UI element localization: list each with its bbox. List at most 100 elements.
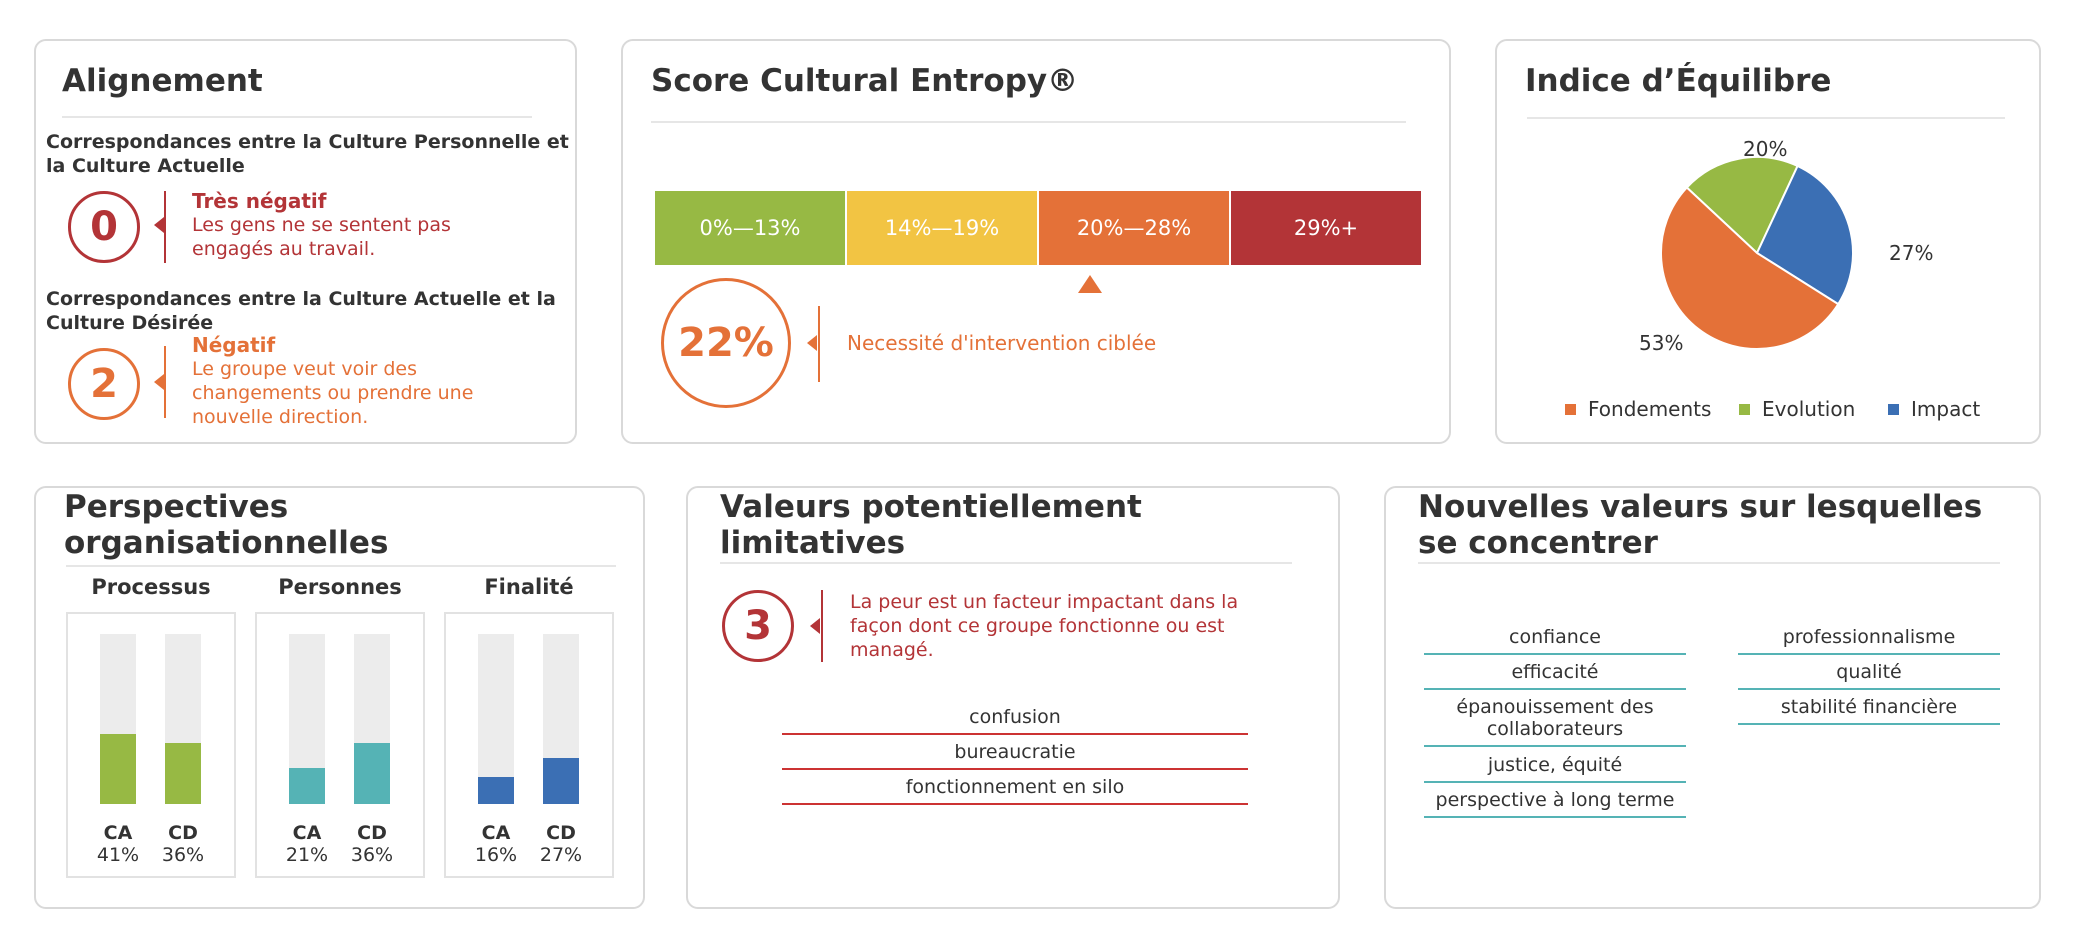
group-name-personnes: Personnes xyxy=(278,575,402,599)
limiting-message: La peur est un facteur impactant dans la… xyxy=(850,591,1239,661)
focus-value: perspective à long terme xyxy=(1424,789,1686,818)
limiting-value: confusion xyxy=(782,706,1248,735)
alignment-item1-divider xyxy=(164,191,166,263)
group-name-processus: Processus xyxy=(91,575,211,599)
legend-impact: Impact xyxy=(1888,397,1980,421)
focus-value: stabilité financière xyxy=(1738,696,2000,725)
entropy-segment: 0%—13% xyxy=(655,191,845,265)
alignment-card: Alignement Correspondances entre la Cult… xyxy=(34,39,577,444)
pointer-icon xyxy=(810,618,820,634)
bar-track xyxy=(165,634,201,804)
perspectives-title: Perspectives organisationnelles xyxy=(64,489,389,561)
bar-label: CD xyxy=(168,822,198,844)
bar-label: CD xyxy=(546,822,576,844)
bar-label: CA xyxy=(292,822,322,844)
bar-value: 27% xyxy=(539,844,583,866)
alignment-item1-number: 0 xyxy=(68,191,140,263)
limiting-title: Valeurs potentiellement limitatives xyxy=(720,489,1142,561)
bar-value: 21% xyxy=(285,844,329,866)
pointer-icon xyxy=(154,374,164,390)
entropy-segment: 14%—19% xyxy=(847,191,1037,265)
entropy-score: 22% xyxy=(661,278,791,408)
entropy-divider xyxy=(818,306,820,382)
group-name-finalite: Finalité xyxy=(484,575,574,599)
bar-fill xyxy=(100,734,136,804)
bar-track xyxy=(478,634,514,804)
focus-value: professionnalisme xyxy=(1738,626,2000,655)
limiting-number: 3 xyxy=(722,590,794,662)
legend-fondements: Fondements xyxy=(1565,397,1711,421)
bar-value: 36% xyxy=(161,844,205,866)
bar-track xyxy=(354,634,390,804)
bar-fill xyxy=(543,758,579,804)
entropy-card: Score Cultural Entropy® 0%—13% 14%—19% 2… xyxy=(621,39,1451,444)
pie-label-fondements: 53% xyxy=(1639,331,1684,355)
legend-swatch xyxy=(1565,403,1576,415)
limiting-title-rule xyxy=(720,562,1292,564)
bar-track xyxy=(100,634,136,804)
focus-value: confiance xyxy=(1424,626,1686,655)
legend-label: Evolution xyxy=(1762,397,1856,421)
new-values-title: Nouvelles valeurs sur lesquelles se conc… xyxy=(1418,489,1983,561)
focus-value: efficacité xyxy=(1424,661,1686,690)
pie-label-evolution: 20% xyxy=(1743,137,1788,161)
bar-label: CA xyxy=(481,822,511,844)
limiting-divider xyxy=(821,590,823,662)
pointer-icon xyxy=(154,217,164,233)
bar-fill xyxy=(354,743,390,804)
pie-slice-evolution xyxy=(1685,156,1799,255)
alignment-item2-status: Négatif xyxy=(192,333,276,357)
focus-value: qualité xyxy=(1738,661,2000,690)
legend-label: Fondements xyxy=(1588,397,1712,421)
pie-label-impact: 27% xyxy=(1889,241,1934,265)
alignment-item2-divider xyxy=(164,346,166,418)
bar-label: CA xyxy=(103,822,133,844)
entropy-message: Necessité d'intervention ciblée xyxy=(847,331,1157,355)
bar-label: CD xyxy=(357,822,387,844)
entropy-segment: 20%—28% xyxy=(1039,191,1229,265)
alignment-item2-description: Le groupe veut voir des changements ou p… xyxy=(192,358,474,428)
bar-value: 36% xyxy=(350,844,394,866)
alignment-item2-heading: Correspondances entre la Culture Actuell… xyxy=(46,288,556,334)
alignment-item2-number: 2 xyxy=(68,348,140,420)
perspectives-title-rule xyxy=(66,565,616,567)
group-box xyxy=(255,612,425,878)
group-box xyxy=(444,612,614,878)
bar-value: 16% xyxy=(474,844,518,866)
new-values-card: Nouvelles valeurs sur lesquelles se conc… xyxy=(1384,486,2041,909)
new-values-title-rule xyxy=(1418,562,2000,564)
balance-pie-chart xyxy=(1660,156,1854,350)
legend-swatch xyxy=(1888,403,1899,415)
focus-value: épanouissement des collaborateurs xyxy=(1424,696,1686,747)
focus-value: justice, équité xyxy=(1424,754,1686,783)
entropy-segment: 29%+ xyxy=(1231,191,1421,265)
alignment-item1-status: Très négatif xyxy=(192,189,327,213)
perspectives-card: Perspectives organisationnelles Processu… xyxy=(34,486,645,909)
entropy-title-rule xyxy=(651,121,1406,123)
alignment-title: Alignement xyxy=(62,63,263,99)
entropy-marker-icon xyxy=(1078,275,1102,293)
group-box xyxy=(66,612,236,878)
alignment-item1-description: Les gens ne se sentent pas engagés au tr… xyxy=(192,214,451,260)
bar-track xyxy=(543,634,579,804)
pie-slice-impact xyxy=(1755,164,1854,306)
balance-title: Indice d’Équilibre xyxy=(1525,63,1832,99)
alignment-title-rule xyxy=(62,116,532,118)
legend-label: Impact xyxy=(1911,397,1981,421)
bar-fill xyxy=(478,777,514,804)
pie-slice-fondements xyxy=(1660,186,1840,350)
bar-track xyxy=(289,634,325,804)
bar-fill xyxy=(165,743,201,804)
balance-title-rule xyxy=(1527,117,2005,119)
pointer-icon xyxy=(807,335,817,351)
alignment-item1-heading: Correspondances entre la Culture Personn… xyxy=(46,131,569,177)
bar-value: 41% xyxy=(96,844,140,866)
limiting-card: Valeurs potentiellement limitatives 3 La… xyxy=(686,486,1340,909)
bar-fill xyxy=(289,768,325,804)
entropy-title: Score Cultural Entropy® xyxy=(651,63,1079,99)
limiting-value: fonctionnement en silo xyxy=(782,776,1248,805)
balance-card: Indice d’Équilibre 20% 27% 53% Fondement… xyxy=(1495,39,2041,444)
limiting-value: bureaucratie xyxy=(782,741,1248,770)
legend-swatch xyxy=(1739,403,1750,415)
legend-evolution: Evolution xyxy=(1739,397,1855,421)
